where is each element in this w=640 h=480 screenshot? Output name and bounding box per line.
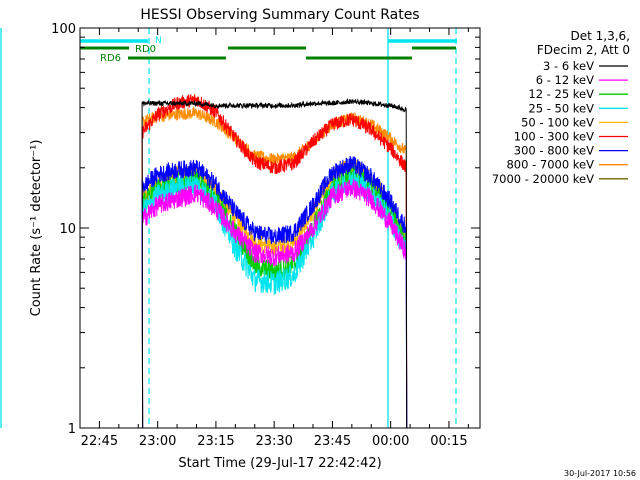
x-tick-label: 00:15	[430, 434, 467, 449]
legend-label-0: 3 - 6 keV	[543, 59, 594, 73]
y-axis: 1 10 100	[51, 22, 480, 437]
legend-label-3: 25 - 50 keV	[528, 101, 594, 115]
y-axis-label: Count Rate (s⁻¹ detector⁻¹)	[29, 140, 44, 317]
legend-label-5: 100 - 300 keV	[514, 130, 594, 144]
x-tick-label: 23:00	[139, 434, 176, 449]
legend-label-4: 50 - 100 keV	[521, 115, 594, 129]
x-tick-label: 00:00	[372, 434, 409, 449]
legend-label-8: 7000 - 20000 keV	[492, 172, 594, 186]
series-line-6	[141, 155, 408, 429]
x-tick-label: 23:15	[197, 434, 234, 449]
x-axis: 22:45 23:00 23:15 23:30 23:45 00:00 00:15	[79, 28, 469, 449]
y-tick-label: 10	[59, 222, 76, 237]
x-tick-label: 22:45	[81, 434, 118, 449]
series-layer	[141, 93, 408, 429]
x-tick-label: 23:30	[255, 434, 292, 449]
legend-label-7: 800 - 7000 keV	[506, 158, 594, 172]
legend-label-2: 12 - 25 keV	[528, 87, 594, 101]
y-tick-label: 100	[51, 22, 76, 37]
y-tick-label: 1	[68, 422, 76, 437]
x-axis-label: Start Time (29-Jul-17 22:42:42)	[178, 456, 381, 471]
legend-header-line-1: Det 1,3,6,	[571, 29, 631, 43]
timestamp: 30-Jul-2017 10:56	[564, 469, 636, 478]
x-tick-label: 23:45	[314, 434, 351, 449]
series-line-1	[141, 178, 408, 429]
flag-label-rd6: RD6	[100, 53, 121, 64]
flag-label-rd0: RD0	[135, 44, 156, 55]
flag-label-n: N	[155, 36, 162, 46]
series-line-0	[141, 98, 408, 429]
legend-label-1: 6 - 12 keV	[536, 73, 594, 87]
legend-header-line-2: FDecim 2, Att 0	[537, 43, 630, 57]
series-line-2	[141, 164, 408, 429]
legend-label-6: 300 - 800 keV	[514, 144, 594, 158]
chart-title: HESSI Observing Summary Count Rates	[140, 7, 419, 23]
